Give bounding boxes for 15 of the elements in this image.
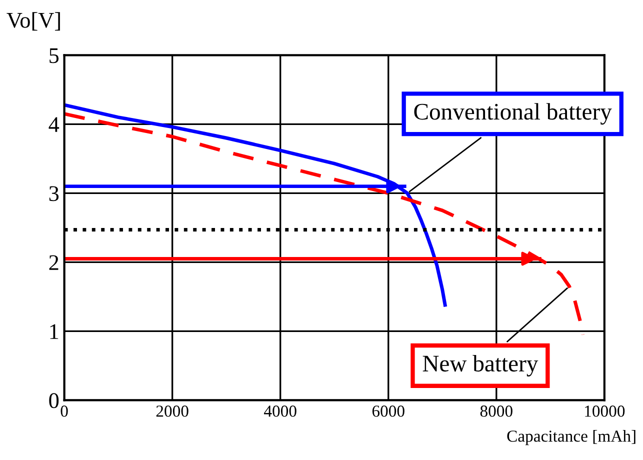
x-tick-label: 4000 — [264, 406, 296, 417]
y-tick-label: 1 — [50, 324, 58, 339]
x-tick-label: 8000 — [480, 406, 512, 417]
text: Conventional battery — [414, 103, 612, 125]
y-tick-label: 2 — [49, 255, 58, 270]
text: New battery — [422, 354, 538, 376]
x-tick-label: 10000 — [585, 406, 625, 417]
y-tick-label: 4 — [48, 117, 60, 132]
y-tick-label: 5 — [50, 48, 59, 64]
x-tick-label: 0 — [60, 406, 68, 417]
x-tick-label: 2000 — [156, 406, 188, 417]
y-axis-title: Vo[V] — [6, 12, 60, 31]
y-tick-label: 3 — [49, 186, 59, 202]
x-axis-title: Capacitance [mAh] — [507, 430, 636, 446]
x-tick-label: 6000 — [372, 406, 404, 417]
